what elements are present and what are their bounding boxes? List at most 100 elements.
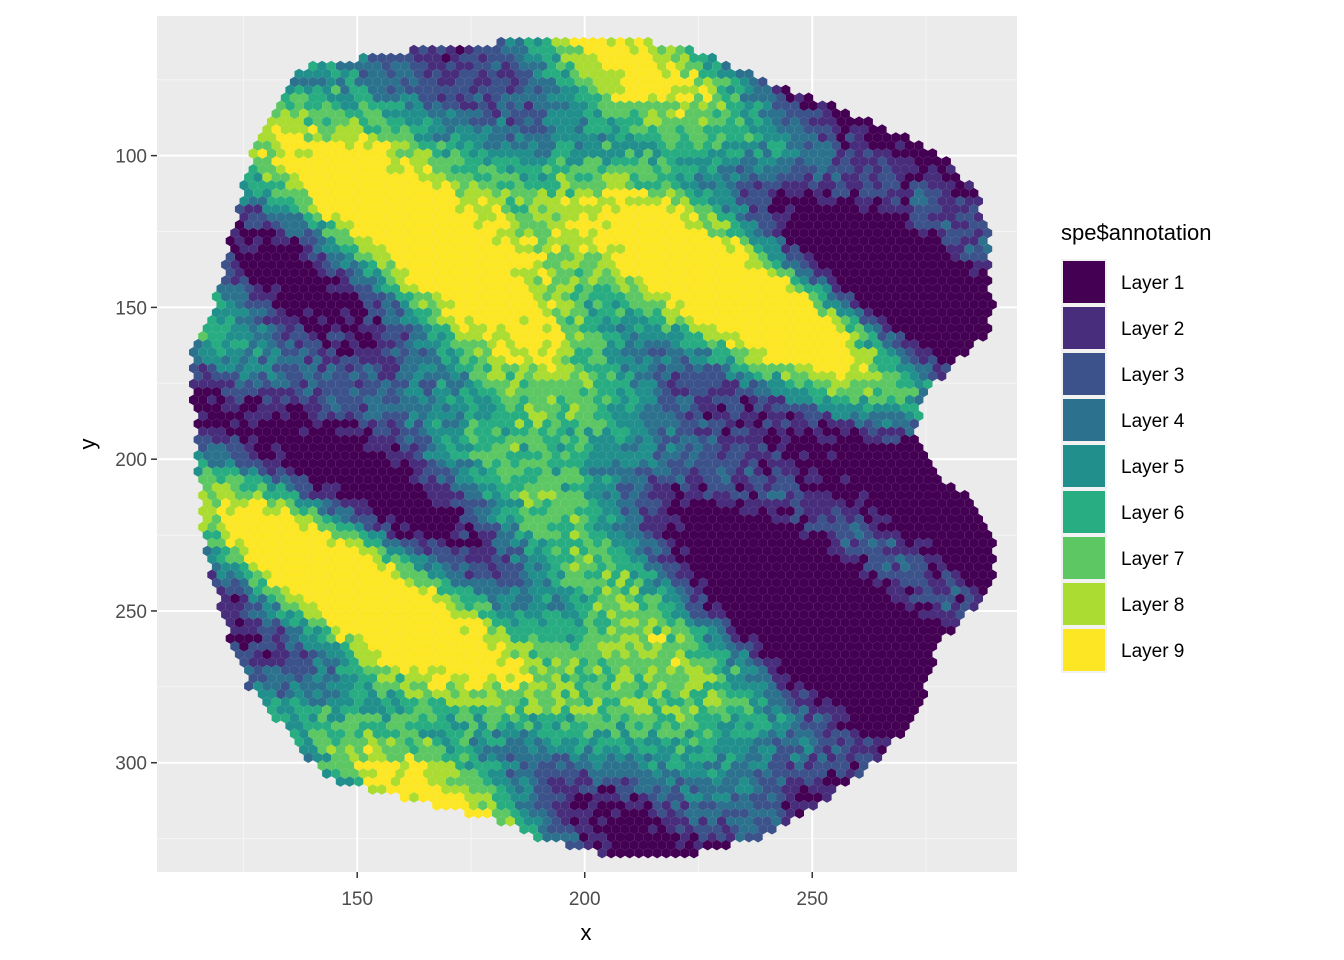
data-point (918, 148, 928, 159)
data-point (496, 164, 506, 175)
data-point (569, 148, 580, 159)
data-point (248, 180, 258, 191)
data-point (886, 140, 896, 151)
data-point (863, 116, 873, 127)
data-point (363, 76, 373, 88)
data-point (395, 68, 405, 80)
data-point (592, 108, 603, 119)
data-point (335, 172, 345, 183)
data-point (308, 156, 318, 167)
data-point (583, 108, 593, 119)
data-point (625, 195, 635, 207)
data-point (840, 187, 850, 199)
data-point (569, 52, 580, 64)
data-point (716, 132, 726, 143)
data-point (413, 68, 424, 80)
data-point (657, 124, 667, 135)
data-point (854, 164, 864, 175)
data-point (404, 211, 414, 223)
data-point (482, 156, 492, 167)
data-point (551, 195, 561, 207)
data-point (349, 195, 359, 207)
data-point (831, 203, 841, 215)
data-point (657, 44, 667, 56)
data-point (827, 100, 837, 112)
data-point (427, 44, 437, 56)
data-point (615, 68, 625, 80)
data-point (638, 172, 648, 183)
data-point (514, 180, 524, 191)
data-point (533, 52, 543, 64)
data-point (423, 100, 433, 112)
data-point (813, 187, 823, 199)
data-point (579, 116, 589, 127)
data-point (491, 140, 502, 151)
data-point (556, 44, 566, 56)
data-point (748, 92, 759, 104)
data-point (849, 124, 860, 135)
data-point (941, 219, 951, 231)
data-point (524, 211, 534, 223)
data-point (358, 227, 368, 239)
data-point (404, 68, 414, 80)
data-point (322, 132, 332, 143)
data-point (257, 227, 267, 239)
data-point (712, 124, 722, 135)
data-point (413, 164, 424, 175)
data-point (381, 140, 391, 151)
data-point (794, 92, 804, 104)
data-point (505, 84, 515, 96)
data-point (767, 172, 777, 183)
data-point (836, 132, 846, 143)
data-point (721, 187, 731, 199)
data-point (289, 219, 300, 231)
data-point (817, 227, 827, 239)
data-point (322, 211, 332, 223)
data-point (652, 68, 662, 80)
data-point (643, 116, 653, 127)
data-point (491, 203, 502, 215)
data-point (615, 52, 625, 64)
data-point (436, 219, 446, 231)
data-point (524, 227, 534, 239)
data-point (758, 140, 768, 151)
data-point (432, 84, 442, 96)
data-point (707, 52, 717, 64)
data-point (808, 164, 818, 175)
data-point (643, 211, 653, 223)
data-point (528, 60, 538, 72)
data-point (748, 140, 759, 151)
data-point (670, 84, 681, 96)
data-point (491, 92, 502, 104)
data-point (813, 108, 823, 119)
data-point (918, 227, 928, 239)
data-point (446, 76, 456, 88)
data-point (404, 227, 414, 239)
data-point (808, 116, 818, 127)
data-point (409, 60, 419, 72)
data-point (638, 44, 648, 56)
data-point (895, 219, 905, 231)
data-point (776, 140, 786, 151)
data-point (533, 100, 543, 112)
data-point (524, 164, 534, 175)
data-point (629, 187, 639, 199)
data-point (478, 148, 488, 159)
data-point (693, 76, 703, 88)
data-point (390, 235, 401, 247)
data-point (322, 195, 332, 207)
data-point (510, 219, 520, 231)
data-point (882, 195, 892, 207)
data-point (831, 156, 841, 167)
data-point (299, 140, 309, 151)
data-point (267, 164, 277, 175)
data-point (946, 195, 956, 207)
data-point (340, 68, 350, 80)
data-point (349, 116, 359, 127)
data-point (675, 203, 685, 215)
data-point (386, 52, 396, 64)
data-point (354, 187, 364, 199)
data-point (496, 180, 506, 191)
data-point (436, 140, 446, 151)
data-point (556, 76, 566, 88)
